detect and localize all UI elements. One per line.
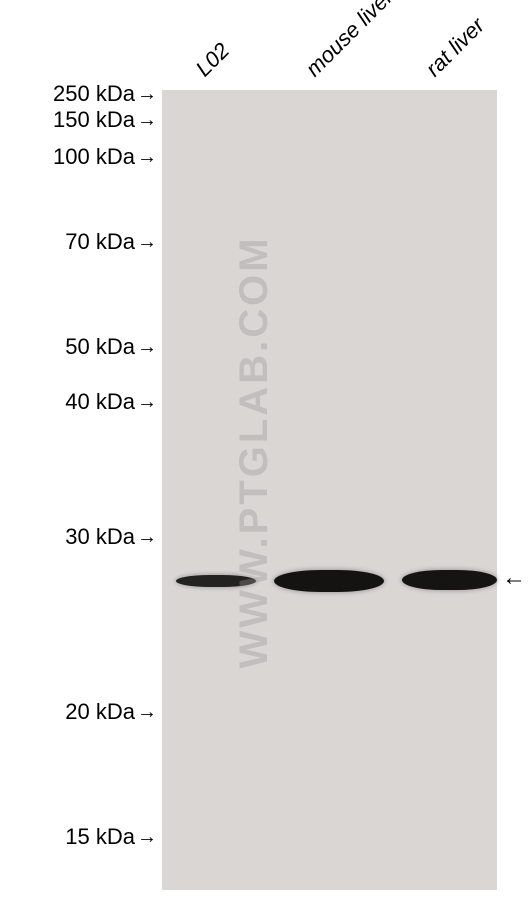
mw-marker: 70 kDa→ bbox=[65, 229, 157, 255]
mw-marker-label: 250 kDa bbox=[53, 81, 135, 107]
arrow-right-icon: → bbox=[137, 147, 157, 167]
band-indicator-arrow: ← bbox=[502, 566, 526, 590]
mw-marker: 250 kDa→ bbox=[53, 81, 157, 107]
mw-marker: 50 kDa→ bbox=[65, 334, 157, 360]
protein-band bbox=[402, 570, 497, 590]
mw-marker-label: 70 kDa bbox=[65, 229, 135, 255]
figure-container: 250 kDa→150 kDa→100 kDa→70 kDa→50 kDa→40… bbox=[0, 0, 530, 903]
lane-label: rat liver bbox=[421, 13, 490, 82]
arrow-right-icon: → bbox=[137, 827, 157, 847]
mw-marker: 30 kDa→ bbox=[65, 524, 157, 550]
mw-marker: 150 kDa→ bbox=[53, 107, 157, 133]
protein-band bbox=[274, 570, 384, 592]
arrow-right-icon: → bbox=[137, 110, 157, 130]
arrow-right-icon: → bbox=[137, 232, 157, 252]
lane-label: L02 bbox=[191, 38, 235, 82]
mw-marker-label: 40 kDa bbox=[65, 389, 135, 415]
mw-ladder: 250 kDa→150 kDa→100 kDa→70 kDa→50 kDa→40… bbox=[0, 0, 162, 903]
arrow-right-icon: → bbox=[137, 527, 157, 547]
arrow-right-icon: → bbox=[137, 337, 157, 357]
blot-membrane bbox=[162, 90, 497, 890]
mw-marker-label: 30 kDa bbox=[65, 524, 135, 550]
mw-marker: 15 kDa→ bbox=[65, 824, 157, 850]
lane-label: mouse liver bbox=[301, 0, 399, 82]
mw-marker: 40 kDa→ bbox=[65, 389, 157, 415]
mw-marker-label: 50 kDa bbox=[65, 334, 135, 360]
mw-marker-label: 150 kDa bbox=[53, 107, 135, 133]
mw-marker: 20 kDa→ bbox=[65, 699, 157, 725]
arrow-right-icon: → bbox=[137, 392, 157, 412]
mw-marker-label: 100 kDa bbox=[53, 144, 135, 170]
mw-marker-label: 15 kDa bbox=[65, 824, 135, 850]
arrow-right-icon: → bbox=[137, 84, 157, 104]
arrow-right-icon: → bbox=[137, 702, 157, 722]
mw-marker: 100 kDa→ bbox=[53, 144, 157, 170]
mw-marker-label: 20 kDa bbox=[65, 699, 135, 725]
lane-labels-row: L02 mouse liver rat liver bbox=[162, 0, 497, 90]
protein-band bbox=[176, 575, 256, 587]
